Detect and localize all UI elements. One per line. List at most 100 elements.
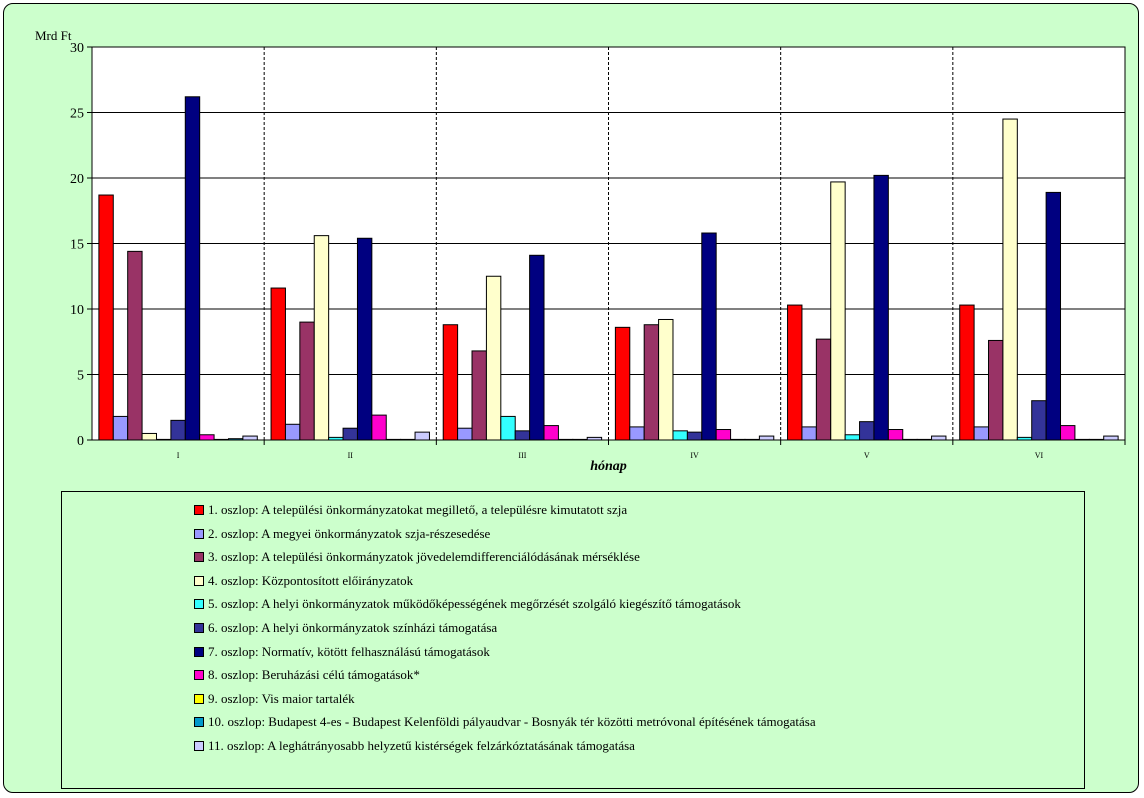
bar <box>485 275 502 441</box>
legend-item: 11. oszlop: A leghátrányosabb helyzetű k… <box>194 738 635 754</box>
bar <box>614 326 631 441</box>
bar <box>284 423 301 441</box>
bar <box>686 431 703 441</box>
bar <box>514 430 531 441</box>
bar <box>1060 425 1076 441</box>
bar <box>959 304 975 441</box>
bar <box>1103 435 1119 441</box>
legend-swatch <box>194 505 204 515</box>
bar <box>1031 400 1047 441</box>
legend-swatch <box>194 693 204 704</box>
bar <box>1088 438 1105 441</box>
y-tick-label: 10 <box>70 303 84 318</box>
bar <box>299 321 315 441</box>
bar <box>184 96 201 441</box>
bar <box>931 435 947 441</box>
x-tick-label: VI <box>1035 451 1044 460</box>
bar <box>672 430 688 441</box>
x-tick-label: I <box>177 451 180 460</box>
bar <box>471 350 487 441</box>
bar <box>98 194 114 441</box>
bar <box>715 429 732 441</box>
bar <box>744 438 760 441</box>
bar <box>242 435 258 441</box>
bar <box>758 435 775 441</box>
legend-label: 10. oszlop: Budapest 4-es - Budapest Kel… <box>208 714 816 730</box>
bar <box>801 426 817 441</box>
legend-swatch <box>194 717 204 728</box>
legend-item: 5. oszlop: A helyi önkormányzatok működő… <box>194 596 741 612</box>
bar <box>916 438 933 441</box>
legend-label: 1. oszlop: A települési önkormányzatokat… <box>208 502 628 517</box>
y-axis-label: Mrd Ft <box>35 28 72 43</box>
chart-legend: 1. oszlop: A települési önkormányzatokat… <box>61 491 1085 789</box>
legend-item: 2. oszlop: A megyei önkormányzatok szja-… <box>194 526 490 542</box>
bar <box>730 438 746 441</box>
bar <box>1045 191 1062 441</box>
legend-item: 4. oszlop: Központosított előirányzatok <box>194 573 413 589</box>
y-tick-label: 30 <box>70 41 84 56</box>
bar <box>701 232 717 441</box>
bar <box>658 318 674 441</box>
legend-label: 4. oszlop: Központosított előirányzatok <box>208 572 414 588</box>
legend-item: 7. oszlop: Normatív, kötött felhasználás… <box>194 644 490 660</box>
bar <box>385 438 402 441</box>
y-tick-label: 15 <box>70 238 84 253</box>
bar <box>1002 118 1018 441</box>
legend-item: 9. oszlop: Vis maior tartalék <box>194 691 355 707</box>
bar <box>1074 438 1090 441</box>
legend-swatch <box>194 528 204 539</box>
bar <box>442 324 459 441</box>
bar <box>643 324 660 441</box>
x-tick-label: IV <box>690 451 699 460</box>
bar <box>887 429 904 441</box>
bar <box>902 438 918 441</box>
y-tick-label: 0 <box>77 434 84 449</box>
bar <box>543 425 559 441</box>
bar <box>500 415 516 441</box>
legend-swatch <box>194 623 204 633</box>
bar <box>112 415 129 441</box>
bar <box>155 438 172 441</box>
legend-swatch <box>194 599 204 610</box>
bar <box>873 174 889 441</box>
bar <box>973 426 990 441</box>
y-tick-label: 5 <box>77 369 84 384</box>
x-axis-label: hónap <box>590 459 627 474</box>
legend-swatch <box>194 575 204 586</box>
legend-swatch <box>194 670 204 681</box>
legend-label: 6. oszlop: A helyi önkormányzatok színhá… <box>208 620 498 635</box>
bar <box>629 426 645 441</box>
legend-item: 10. oszlop: Budapest 4-es - Budapest Kel… <box>194 714 816 730</box>
legend-label: 3. oszlop: A települési önkormányzatok j… <box>208 549 640 565</box>
bar <box>988 339 1004 441</box>
bar <box>414 431 430 441</box>
legend-swatch <box>194 552 204 563</box>
bar <box>572 438 588 441</box>
legend-swatch <box>194 741 204 751</box>
legend-label: 9. oszlop: Vis maior tartalék <box>208 690 355 706</box>
legend-label: 5. oszlop: A helyi önkormányzatok működő… <box>208 596 741 612</box>
y-tick-label: 25 <box>70 107 84 122</box>
x-tick-label: V <box>864 451 870 460</box>
bar <box>371 414 387 441</box>
bar <box>356 237 373 441</box>
legend-item: 1. oszlop: A települési önkormányzatokat… <box>194 502 627 518</box>
bar <box>170 419 186 441</box>
legend-label: 7. oszlop: Normatív, kötött felhasználás… <box>208 643 490 659</box>
bar <box>328 436 344 441</box>
bar <box>270 287 286 441</box>
bar <box>557 438 574 441</box>
legend-item: 6. oszlop: A helyi önkormányzatok színhá… <box>194 620 497 636</box>
bar <box>457 427 473 441</box>
bar <box>859 421 875 441</box>
bar <box>787 304 803 441</box>
bar <box>313 235 330 441</box>
legend-item: 8. oszlop: Beruházási célú támogatások* <box>194 667 420 683</box>
bar <box>844 434 861 441</box>
legend-label: 2. oszlop: A megyei önkormányzatok szja-… <box>208 525 491 541</box>
legend-label: 8. oszlop: Beruházási célú támogatások* <box>208 667 420 683</box>
x-tick-label: III <box>518 451 526 460</box>
bar <box>227 438 244 441</box>
